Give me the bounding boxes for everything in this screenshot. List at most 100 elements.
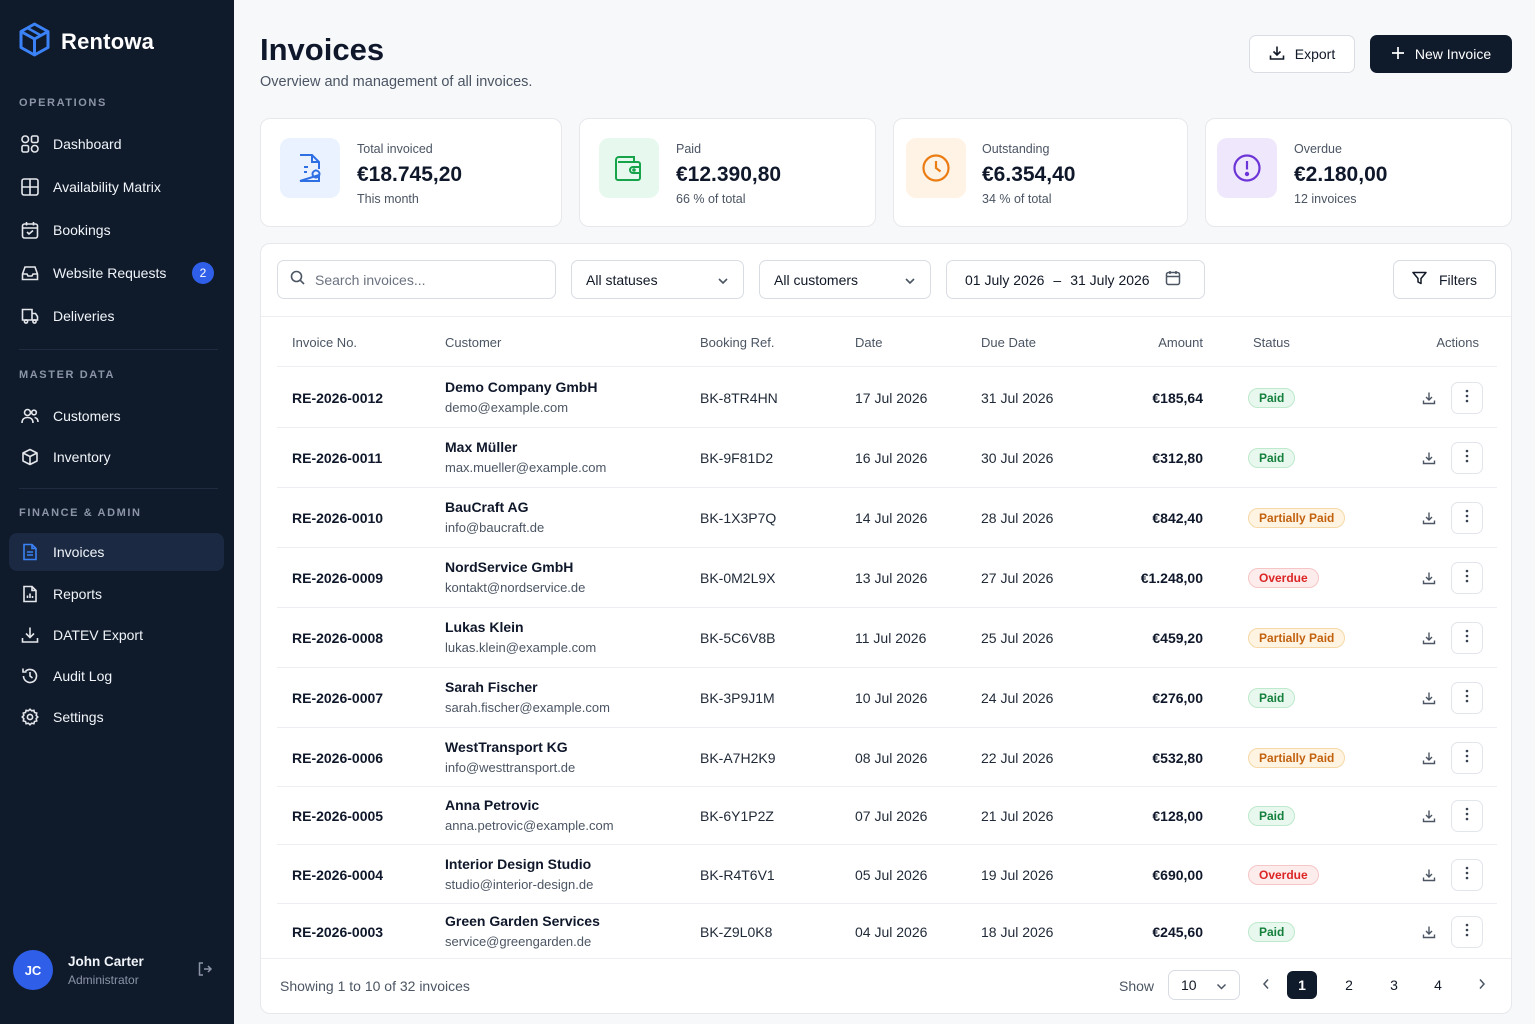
page-button-1[interactable]: 1 bbox=[1287, 971, 1317, 999]
table-row[interactable]: RE-2026-0009 NordService GmbH kontakt@nord… bbox=[277, 548, 1497, 608]
calendar-icon bbox=[1165, 270, 1181, 289]
more-actions-button[interactable] bbox=[1451, 859, 1483, 891]
download-icon[interactable] bbox=[1421, 630, 1437, 646]
filter-icon bbox=[1412, 271, 1427, 288]
invoice-number[interactable]: RE-2026-0012 bbox=[292, 390, 384, 406]
row-divider bbox=[277, 667, 1497, 668]
column-header-customer[interactable]: Customer bbox=[445, 335, 502, 350]
sidebar-item-reports[interactable]: Reports bbox=[9, 575, 224, 613]
invoice-number[interactable]: RE-2026-0011 bbox=[292, 450, 383, 466]
more-actions-button[interactable] bbox=[1451, 502, 1483, 534]
download-icon[interactable] bbox=[1421, 867, 1437, 883]
download-icon[interactable] bbox=[1421, 924, 1437, 940]
table-row[interactable]: RE-2026-0005 Anna Petrovic anna.petrovic@e… bbox=[277, 787, 1497, 845]
more-actions-button[interactable] bbox=[1451, 800, 1483, 832]
column-header-status[interactable]: Status bbox=[1253, 335, 1290, 350]
customer-email: max.mueller@example.com bbox=[445, 460, 607, 475]
row-divider bbox=[277, 903, 1497, 904]
invoice-number[interactable]: RE-2026-0010 bbox=[292, 510, 384, 526]
table-row[interactable]: RE-2026-0006 WestTransport KG info@westtra… bbox=[277, 728, 1497, 787]
sidebar-item-customers[interactable]: Customers bbox=[9, 397, 224, 435]
more-actions-button[interactable] bbox=[1451, 622, 1483, 654]
page-subtitle: Overview and management of all invoices. bbox=[260, 74, 533, 90]
sidebar-item-datev-export[interactable]: DATEV Export bbox=[9, 616, 224, 654]
sidebar-item-availability-matrix[interactable]: Availability Matrix bbox=[9, 168, 224, 206]
more-actions-button[interactable] bbox=[1451, 382, 1483, 414]
new-invoice-button[interactable]: New Invoice bbox=[1370, 35, 1512, 73]
more-actions-button[interactable] bbox=[1451, 562, 1483, 594]
app-logo[interactable]: Rentowa bbox=[18, 22, 154, 62]
invoice-number[interactable]: RE-2026-0005 bbox=[292, 808, 384, 824]
customer-name: Sarah Fischer bbox=[445, 679, 538, 695]
booking-ref: BK-0M2L9X bbox=[700, 570, 776, 586]
column-header-amount[interactable]: Amount bbox=[1158, 335, 1203, 350]
invoice-date: 05 Jul 2026 bbox=[855, 867, 928, 883]
booking-ref: BK-1X3P7Q bbox=[700, 510, 777, 526]
download-icon[interactable] bbox=[1421, 510, 1437, 526]
status-select[interactable]: All statuses bbox=[571, 260, 744, 299]
sidebar-item-inventory[interactable]: Inventory bbox=[9, 438, 224, 476]
page-button-2[interactable]: 2 bbox=[1345, 977, 1353, 993]
search-box[interactable] bbox=[277, 260, 556, 299]
more-actions-button[interactable] bbox=[1451, 442, 1483, 474]
export-button[interactable]: Export bbox=[1249, 35, 1355, 73]
per-page-select[interactable]: 10 bbox=[1168, 970, 1240, 1000]
status-badge: Overdue bbox=[1248, 568, 1319, 588]
page-button-3[interactable]: 3 bbox=[1390, 977, 1398, 993]
table-row[interactable]: RE-2026-0008 Lukas Klein lukas.klein@examp… bbox=[277, 608, 1497, 668]
invoice-number[interactable]: RE-2026-0003 bbox=[292, 924, 384, 940]
more-actions-button[interactable] bbox=[1451, 682, 1483, 714]
table-row[interactable]: RE-2026-0012 Demo Company GmbH demo@exampl… bbox=[277, 368, 1497, 428]
column-header-invoice-no[interactable]: Invoice No. bbox=[292, 335, 358, 350]
table-row[interactable]: RE-2026-0011 Max Müller max.mueller@exampl… bbox=[277, 428, 1497, 488]
download-icon[interactable] bbox=[1421, 750, 1437, 766]
grid-icon bbox=[20, 177, 40, 197]
column-header-date[interactable]: Date bbox=[855, 335, 883, 350]
booking-ref: BK-5C6V8B bbox=[700, 630, 776, 646]
download-icon[interactable] bbox=[1421, 390, 1437, 406]
invoice-number[interactable]: RE-2026-0006 bbox=[292, 750, 384, 766]
status-select-value: All statuses bbox=[586, 271, 658, 288]
invoice-number[interactable]: RE-2026-0004 bbox=[292, 867, 384, 883]
more-actions-button[interactable] bbox=[1451, 916, 1483, 948]
table-row[interactable]: RE-2026-0007 Sarah Fischer sarah.fischer@e… bbox=[277, 668, 1497, 728]
sidebar-item-dashboard[interactable]: Dashboard bbox=[9, 125, 224, 163]
sidebar-item-website-requests[interactable]: Website Requests 2 bbox=[9, 254, 224, 292]
filters-button[interactable]: Filters bbox=[1393, 260, 1496, 299]
customer-email: lukas.klein@example.com bbox=[445, 640, 597, 655]
download-icon[interactable] bbox=[1421, 570, 1437, 586]
invoice-date: 04 Jul 2026 bbox=[855, 924, 928, 940]
sidebar-item-bookings[interactable]: Bookings bbox=[9, 211, 224, 249]
prev-page-button[interactable] bbox=[1251, 971, 1281, 999]
page-button-4[interactable]: 4 bbox=[1434, 977, 1442, 993]
customer-email: sarah.fischer@example.com bbox=[445, 700, 610, 715]
sidebar-item-settings[interactable]: Settings bbox=[9, 698, 224, 736]
row-divider bbox=[277, 547, 1497, 548]
column-header-booking-ref[interactable]: Booking Ref. bbox=[700, 335, 775, 350]
download-icon[interactable] bbox=[1421, 808, 1437, 824]
column-header-due-date[interactable]: Due Date bbox=[981, 335, 1036, 350]
table-row[interactable]: RE-2026-0004 Interior Design Studio studio… bbox=[277, 845, 1497, 904]
table-row[interactable]: RE-2026-0010 BauCraft AG info@baucraft.de B… bbox=[277, 488, 1497, 548]
more-actions-button[interactable] bbox=[1451, 742, 1483, 774]
next-page-button[interactable] bbox=[1467, 971, 1497, 999]
search-input[interactable] bbox=[315, 271, 535, 288]
invoice-number[interactable]: RE-2026-0008 bbox=[292, 630, 384, 646]
date-to: 31 July 2026 bbox=[1070, 271, 1150, 288]
download-icon[interactable] bbox=[1421, 450, 1437, 466]
date-range-picker[interactable]: 01 July 2026 – 31 July 2026 bbox=[946, 260, 1205, 299]
sidebar-item-invoices[interactable]: Invoices bbox=[9, 533, 224, 571]
logout-icon[interactable] bbox=[197, 961, 213, 982]
table-row[interactable]: RE-2026-0003 Green Garden Services service… bbox=[277, 904, 1497, 959]
user-profile[interactable]: JC John Carter Administrator bbox=[13, 950, 223, 990]
download-icon[interactable] bbox=[1421, 690, 1437, 706]
row-divider bbox=[277, 607, 1497, 608]
invoice-number[interactable]: RE-2026-0007 bbox=[292, 690, 384, 706]
sidebar-item-deliveries[interactable]: Deliveries bbox=[9, 297, 224, 335]
more-vertical-icon bbox=[1465, 866, 1469, 885]
sidebar-item-audit-log[interactable]: Audit Log bbox=[9, 657, 224, 695]
customer-name: BauCraft AG bbox=[445, 499, 529, 515]
invoice-number[interactable]: RE-2026-0009 bbox=[292, 570, 384, 586]
section-title-finance-admin: FINANCE & ADMIN bbox=[19, 507, 142, 519]
customer-select[interactable]: All customers bbox=[759, 260, 931, 299]
